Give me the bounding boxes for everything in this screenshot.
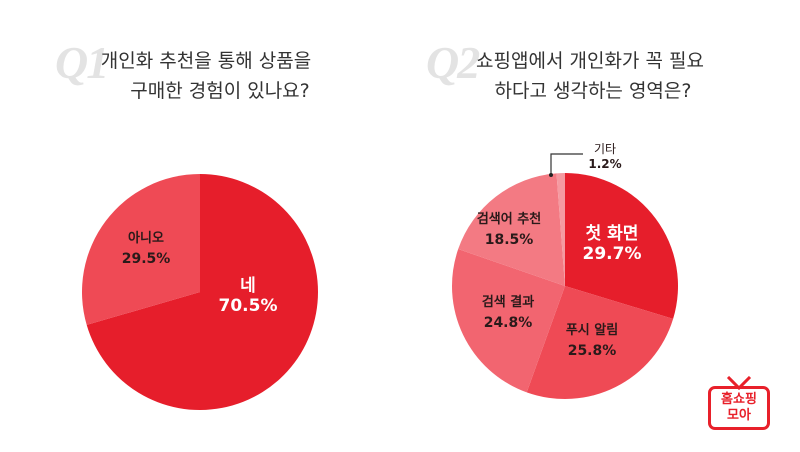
q1-title-line1: 개인화 추천을 통해 상품을 — [100, 50, 312, 72]
logo-text-line2: 모아 — [727, 408, 751, 423]
q2-title-line1: 쇼핑앱에서 개인화가 꼭 필요 — [476, 50, 704, 72]
pie-slice — [458, 173, 565, 286]
callout-dot-etc — [549, 173, 553, 177]
homeshopping-moa-logo: 홈쇼핑 모아 — [708, 376, 776, 432]
pie2-label-push: 푸시 알림 25.8% — [565, 323, 619, 359]
pie-slice — [86, 174, 318, 410]
pie2-label-search-result: 검색 결과 24.8% — [481, 295, 535, 331]
pie2-label-search-suggest: 검색어 추천 18.5% — [476, 212, 542, 248]
q1-title-line2: 구매한 경험이 있나요? — [130, 80, 310, 102]
pie-chart-q2 — [452, 173, 678, 399]
callout-line-etc — [550, 153, 583, 175]
pie-slice — [81, 174, 200, 325]
q1-title: 개인화 추천을 통해 상품을 구매한 경험이 있나요? — [96, 46, 316, 106]
pie1-label-yes: 네 70.5% — [218, 276, 278, 316]
q2-title: 쇼핑앱에서 개인화가 꼭 필요 하다고 생각하는 영역은? — [470, 46, 710, 106]
pie1-label-no: 아니오 29.5% — [121, 231, 171, 267]
pie2-label-home: 첫 화면 29.7% — [582, 224, 642, 264]
q2-title-line2: 하다고 생각하는 영역은? — [494, 80, 692, 102]
logo-text-line1: 홈쇼핑 — [721, 392, 757, 407]
pie-slice — [526, 286, 674, 399]
q2-mark: Q2 — [426, 37, 480, 88]
tv-frame-icon: 홈쇼핑 모아 — [708, 386, 770, 430]
q1-mark: Q1 — [55, 37, 109, 88]
pie-slice — [565, 173, 678, 319]
pie-slice — [452, 249, 565, 393]
pie-slice — [556, 173, 565, 286]
pie-chart-q1 — [81, 174, 318, 410]
pie2-label-etc: 기타 1.2% — [588, 142, 622, 171]
